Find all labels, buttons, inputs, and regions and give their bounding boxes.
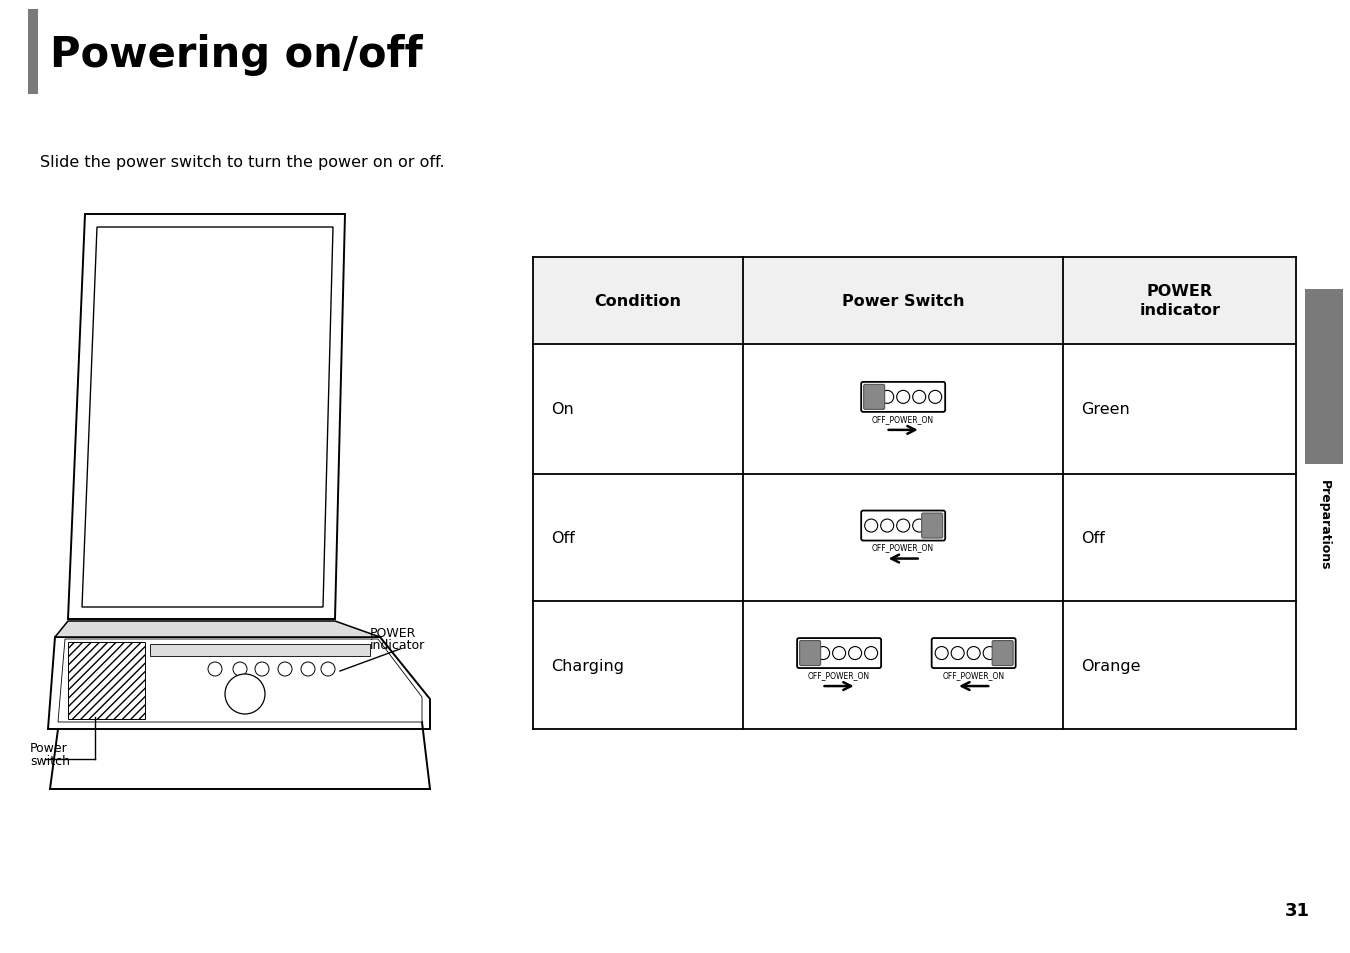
Text: Power Switch: Power Switch <box>842 294 964 309</box>
Text: POWER: POWER <box>370 626 416 639</box>
Text: OFF_POWER_ON: OFF_POWER_ON <box>942 670 1004 679</box>
FancyBboxPatch shape <box>922 514 942 538</box>
Text: indicator: indicator <box>370 639 425 651</box>
Polygon shape <box>93 237 324 598</box>
Circle shape <box>849 647 861 659</box>
Circle shape <box>880 519 894 533</box>
Circle shape <box>999 647 1012 659</box>
FancyBboxPatch shape <box>861 382 945 413</box>
Polygon shape <box>55 621 379 638</box>
Bar <box>28 10 38 95</box>
Circle shape <box>301 662 315 677</box>
Bar <box>1305 290 1343 464</box>
Text: Off: Off <box>1081 531 1106 545</box>
Circle shape <box>913 391 926 404</box>
Text: switch: switch <box>30 754 70 767</box>
Text: Condition: Condition <box>594 294 682 309</box>
Circle shape <box>983 647 996 659</box>
Text: Charging: Charging <box>551 658 624 673</box>
Circle shape <box>255 662 269 677</box>
Circle shape <box>929 519 942 533</box>
Circle shape <box>817 647 830 659</box>
Circle shape <box>225 675 265 714</box>
Circle shape <box>936 647 948 659</box>
Circle shape <box>896 391 910 404</box>
Circle shape <box>208 662 221 677</box>
Text: Preparations: Preparations <box>1318 479 1331 570</box>
Text: Power: Power <box>30 741 68 754</box>
Circle shape <box>321 662 335 677</box>
Text: On: On <box>551 402 574 416</box>
Circle shape <box>864 647 878 659</box>
Bar <box>150 644 370 657</box>
Circle shape <box>896 519 910 533</box>
FancyBboxPatch shape <box>799 640 821 666</box>
Polygon shape <box>58 639 423 722</box>
Circle shape <box>952 647 964 659</box>
Polygon shape <box>49 638 431 729</box>
Circle shape <box>865 519 878 533</box>
Polygon shape <box>68 642 144 720</box>
Text: OFF_POWER_ON: OFF_POWER_ON <box>872 543 934 552</box>
FancyBboxPatch shape <box>992 640 1012 666</box>
Bar <box>533 257 1296 345</box>
Circle shape <box>278 662 292 677</box>
Text: Slide the power switch to turn the power on or off.: Slide the power switch to turn the power… <box>40 154 444 170</box>
Text: 31: 31 <box>1285 901 1310 919</box>
Text: OFF_POWER_ON: OFF_POWER_ON <box>809 670 871 679</box>
Circle shape <box>880 391 894 404</box>
FancyBboxPatch shape <box>861 511 945 541</box>
Circle shape <box>865 391 878 404</box>
Circle shape <box>801 647 814 659</box>
Text: Off: Off <box>551 531 575 545</box>
Circle shape <box>234 662 247 677</box>
Polygon shape <box>68 214 346 619</box>
Text: Orange: Orange <box>1081 658 1141 673</box>
FancyBboxPatch shape <box>931 639 1015 668</box>
Text: Green: Green <box>1081 402 1130 416</box>
Circle shape <box>967 647 980 659</box>
Circle shape <box>913 519 926 533</box>
FancyBboxPatch shape <box>796 639 882 668</box>
Text: OFF_POWER_ON: OFF_POWER_ON <box>872 415 934 423</box>
Circle shape <box>833 647 845 659</box>
Text: Powering on/off: Powering on/off <box>50 34 423 76</box>
FancyBboxPatch shape <box>864 385 884 410</box>
Polygon shape <box>82 228 333 607</box>
Circle shape <box>929 391 942 404</box>
Text: POWER
indicator: POWER indicator <box>1139 284 1220 317</box>
